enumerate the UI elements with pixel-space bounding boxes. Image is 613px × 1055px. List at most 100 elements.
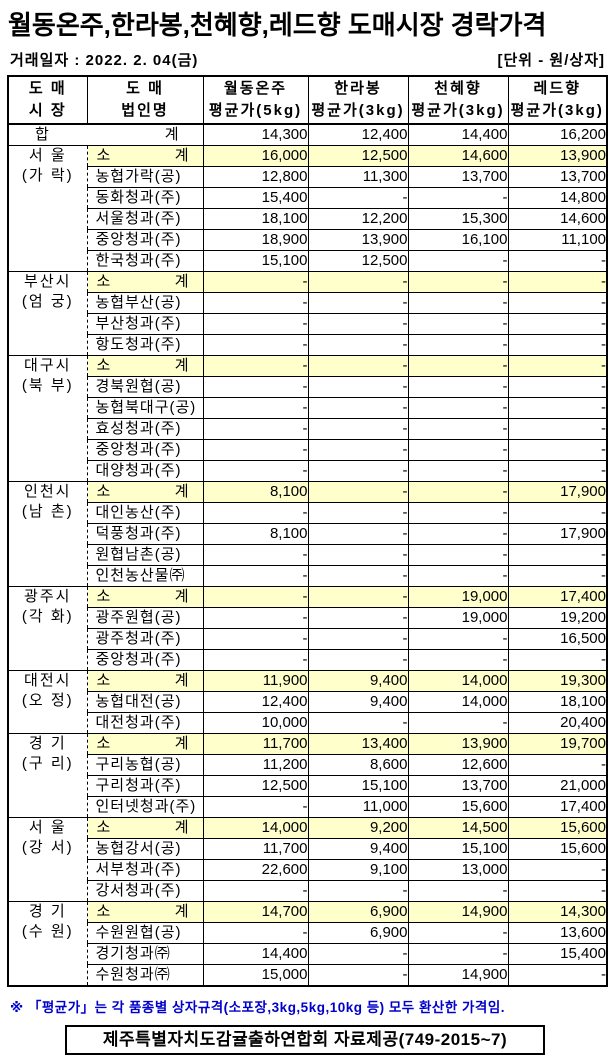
corporation-name: 강서청과(주) [86,880,204,902]
subtotal-label-left: 소 [96,903,111,920]
subtotal-label-right: 계 [174,672,189,689]
corporation-name-text: 서부청과(주) [95,861,182,878]
corporation-name: 대양청과(주) [86,460,204,482]
col-header-hallabong: 한라봉 평균가(3kg) [307,75,409,125]
price-cell: - [507,313,608,335]
corporation-name: 경기청과㈜ [86,943,204,965]
table-row: 경기청과㈜ 14,400- -15,400 [8,943,608,965]
price-cell: - [202,628,309,650]
price-cell: - [307,460,409,482]
price-cell: 13,700 [507,166,608,188]
price-cell: 14,600 [407,145,509,167]
market-cell: 부산시 (엄 궁) [7,271,88,356]
source-box: 제주특별자치도감귤출하연합회 자료제공(749-2015~7) [65,1025,545,1055]
col-header-corporation: 도 매 법인명 [86,75,204,125]
corporation-name-text: 구리농협(공) [95,756,182,773]
header-row: 도 매 시 장 도 매 법인명 월동온주 평균가(5kg) 한라봉 평균가(3k… [7,75,608,125]
corporation-name: 중앙청과(주) [86,649,204,671]
price-cell: - [307,943,409,965]
price-cell: 11,300 [307,166,409,188]
price-cell: - [507,271,608,293]
price-cell: 14,600 [507,208,608,230]
col-header-redhyang-line1: 레드향 [533,80,581,97]
price-cell: 15,100 [202,250,309,272]
price-cell: 8,600 [307,754,409,776]
corporation-name: 구리농협(공) [86,754,204,776]
table-row: 서부청과(주) 22,600 9,100 13,000- [8,859,608,881]
market-cell: 서 울 (강 서) [7,817,88,902]
price-table: 도 매 시 장 도 매 법인명 월동온주 평균가(5kg) 한라봉 평균가(3k… [7,75,608,987]
table-row: 수원원협(공) -6,900-13,600 [8,922,608,944]
price-cell: 14,000 [407,670,509,692]
market-cell: 광주시 (각 화) [7,586,88,671]
price-cell: 8,100 [202,523,309,545]
corporation-name-text: 덕풍청과(주) [95,525,182,542]
table-row: 농협대전(공) 12,400 9,400 14,000 18,100 [8,691,608,713]
market-name-line2: (남 촌) [21,503,74,520]
price-cell: - [307,187,409,209]
col-header-woldong-onju: 월동온주 평균가(5kg) [202,75,309,125]
corporation-name: 한국청과(주) [86,250,204,272]
corporation-name-text: 인천농산물㈜ [95,567,186,584]
grand-total-label-left: 합 [35,126,49,143]
market-name-line1: 대구시 [24,357,72,374]
price-cell: 11,700 [202,838,309,860]
price-cell: 11,700 [202,733,309,755]
table-row: 중앙청과(주) 18,900 13,900 16,100 11,100 [8,229,608,251]
price-cell: 13,700 [407,166,509,188]
price-cell: - [202,376,309,398]
subtotal-label-left: 소 [96,588,111,605]
price-cell: - [507,754,608,776]
market-name-line2: (구 리) [21,755,74,772]
price-cell: 12,500 [307,250,409,272]
market-cell: 경 기 (구 리) [7,733,88,818]
price-cell: 15,100 [307,775,409,797]
price-cell: 12,600 [407,754,509,776]
price-cell: - [202,544,309,566]
corporation-name-text: 중앙청과(주) [95,651,182,668]
corporation-name: 수원청과㈜ [86,964,204,987]
corporation-name: 중앙청과(주) [86,229,204,251]
price-cell: - [507,502,608,524]
price-cell: - [202,607,309,629]
market-name-line2: (가 락) [21,167,74,184]
table-row: 대인농산(주) - - - - [8,502,608,524]
table-row: 원협남촌(공) - - - - [8,544,608,566]
subtotal-label-right: 계 [174,483,189,500]
price-cell: 9,400 [307,838,409,860]
table-row: 효성청과(주) - - - - [8,418,608,440]
subtotal-label-left: 소 [96,273,111,290]
price-cell: - [307,418,409,440]
corporation-name: 부산청과(주) [86,313,204,335]
price-cell: - [407,922,509,944]
price-cell: - [307,481,409,503]
price-cell: 21,000 [507,775,608,797]
market-name-line2: (북 부) [21,377,74,394]
subtotal-label-right: 계 [174,819,189,836]
trade-date-label: 거래일자 : 2022. 2. 04(금) [10,52,199,69]
price-cell: 12,400 [202,691,309,713]
corporation-name-text: 원협남촌(공) [95,546,182,563]
price-cell: - [202,355,309,377]
table-body: 합 계 14,300 12,400 14,400 16,200 서 울 (가 락) 소 계 16,0… [7,123,608,987]
market-name-line2: (각 화) [21,608,74,625]
corporation-name: 서울청과(주) [86,208,204,230]
corporation-name: 대인농산(주) [86,502,204,524]
market-name-line1: 광주시 [24,588,72,605]
table-row: 대양청과(주) - - - - [8,460,608,482]
price-cell: - [202,397,309,419]
price-cell: - [307,502,409,524]
table-row: 중앙청과(주) - - - - [8,439,608,461]
corporation-name: 농협대전(공) [86,691,204,713]
subtotal-label-left: 소 [96,672,111,689]
price-cell: 15,600 [507,838,608,860]
corporation-name: 광주원협(공) [86,607,204,629]
